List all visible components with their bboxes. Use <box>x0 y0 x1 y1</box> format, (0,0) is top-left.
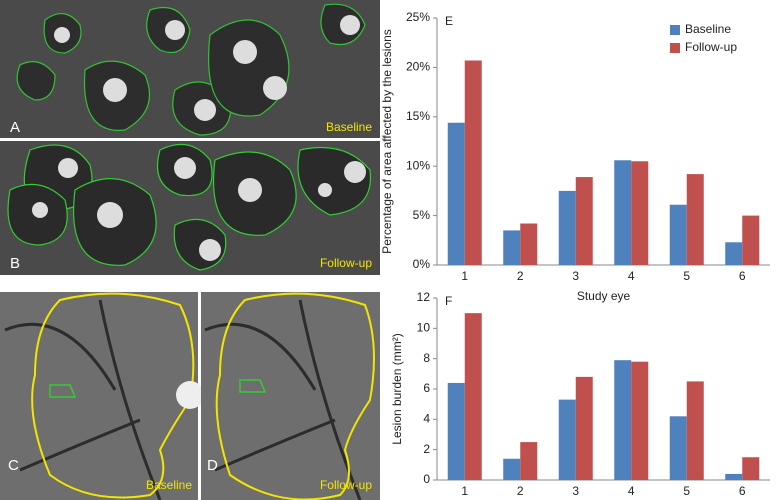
bar <box>503 230 521 265</box>
x-tick-label: 6 <box>739 484 746 498</box>
y-tick-label: 6 <box>423 381 430 395</box>
panel-letter: E <box>445 14 453 28</box>
panel-letter: F <box>445 294 452 308</box>
bar <box>558 399 576 480</box>
y-tick-label: 8 <box>423 351 430 365</box>
bar <box>725 473 743 480</box>
y-tick-label: 0% <box>413 257 431 271</box>
bar <box>575 177 593 265</box>
image-panel-b: B Follow-up <box>0 141 380 275</box>
y-tick-label: 25% <box>406 10 430 24</box>
panel-letter: A <box>10 119 20 136</box>
x-tick-label: 3 <box>572 484 579 498</box>
legend-label: Baseline <box>685 22 731 36</box>
legend-swatch <box>670 25 680 35</box>
y-tick-label: 2 <box>423 442 430 456</box>
x-tick-label: 4 <box>628 269 635 283</box>
bar <box>614 360 632 480</box>
panel-letter: C <box>8 457 19 474</box>
bar <box>686 174 704 265</box>
y-tick-label: 12 <box>417 290 431 304</box>
x-tick-label: 2 <box>517 484 524 498</box>
x-tick-label: 1 <box>461 269 468 283</box>
y-tick-label: 15% <box>406 109 430 123</box>
panel-caption: Follow-up <box>320 256 372 270</box>
x-tick-label: 1 <box>461 484 468 498</box>
panel-caption: Baseline <box>326 120 372 134</box>
legend-swatch <box>670 43 680 53</box>
y-tick-label: 20% <box>406 60 430 74</box>
panel-letter: B <box>10 255 20 272</box>
y-axis-label: Lesion burden (mm²) <box>390 333 404 444</box>
panel-caption: Follow-up <box>320 478 372 492</box>
bar <box>558 190 576 265</box>
y-tick-label: 5% <box>413 208 431 222</box>
legend-label: Follow-up <box>685 40 737 54</box>
y-tick-label: 0 <box>423 472 430 486</box>
bar <box>503 458 521 480</box>
bar <box>631 361 649 480</box>
bar <box>631 161 649 265</box>
y-tick-label: 10% <box>406 158 430 172</box>
x-axis-label: Study eye <box>577 289 631 303</box>
bar <box>669 416 687 480</box>
bar <box>686 381 704 480</box>
image-panel-c: C Baseline <box>0 292 204 500</box>
image-panel-d: D Follow-up <box>201 292 380 500</box>
bar <box>464 60 482 265</box>
bar <box>742 215 760 265</box>
x-tick-label: 6 <box>739 269 746 283</box>
bar <box>447 122 465 265</box>
bar <box>614 160 632 265</box>
bar <box>520 442 538 480</box>
x-tick-label: 5 <box>683 484 690 498</box>
bar <box>464 313 482 480</box>
y-tick-label: 10 <box>417 321 431 335</box>
bar <box>742 457 760 480</box>
bar <box>669 204 687 265</box>
bar <box>725 242 743 265</box>
x-tick-label: 5 <box>683 269 690 283</box>
y-axis-label: Percentage of area affected by the lesio… <box>380 29 394 254</box>
x-tick-label: 2 <box>517 269 524 283</box>
bar <box>520 223 538 265</box>
x-tick-label: 4 <box>628 484 635 498</box>
x-tick-label: 3 <box>572 269 579 283</box>
image-panel-a: A Baseline <box>0 0 380 138</box>
panel-letter: D <box>207 457 218 474</box>
bar <box>575 376 593 480</box>
bar <box>447 382 465 480</box>
y-tick-label: 4 <box>423 412 430 426</box>
panel-caption: Baseline <box>146 478 192 492</box>
